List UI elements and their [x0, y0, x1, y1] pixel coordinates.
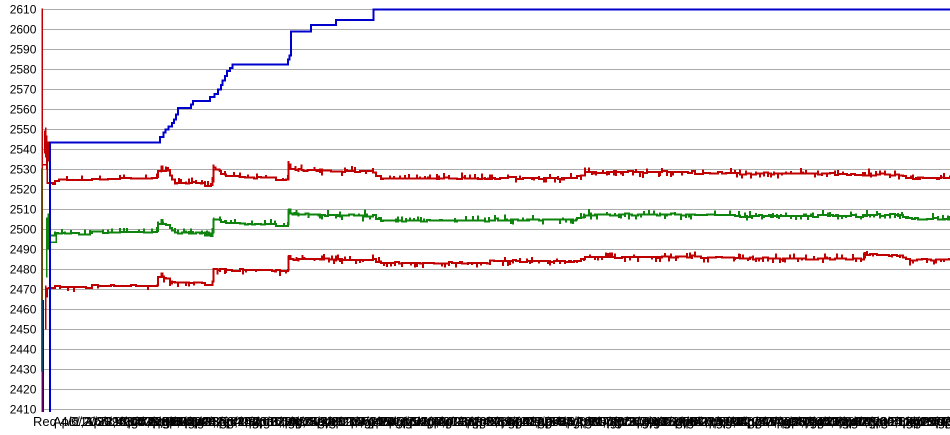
svg-text:Apr5,6/6/205,g35p,: Apr5,6/6/205,g35p, — [119, 414, 230, 429]
svg-text:2550: 2550 — [10, 122, 37, 136]
svg-text:2420: 2420 — [10, 382, 37, 396]
svg-text:Apr9,2/6/207,g13pP: Apr9,2/6/207,g13pP — [367, 414, 483, 429]
svg-text:1/1/2048,12:48gpM: 1/1/2048,12:48gpM — [661, 414, 773, 429]
svg-text:Apr9,1/6/257,g03pM: Apr9,1/6/257,g03pM — [185, 414, 303, 429]
svg-text:2520: 2520 — [10, 182, 37, 196]
svg-text:Apr1,4/6/233,g27pM: Apr1,4/6/233,g27pM — [401, 414, 519, 429]
svg-text:Apr3,5/6/249,g31p4: Apr3,5/6/249,g31p4 — [251, 414, 365, 429]
svg-text:2510: 2510 — [10, 202, 37, 216]
svg-text:6/11/2050,50:50gpt: 6/11/2050,50:50gpt — [887, 414, 950, 429]
svg-text:Apr9,4/6/227,g33pM: Apr9,4/6/227,g33pM — [705, 414, 823, 429]
svg-text:Apr7,2/6/201,g19p,: Apr7,2/6/201,g19p, — [677, 414, 788, 429]
svg-text:Apr9,5/6/237,g43p,: Apr9,5/6/237,g43p, — [867, 414, 950, 429]
svg-text:Apr9,3/6/217,g23p,: Apr9,3/6/217,g23p, — [537, 414, 648, 429]
svg-text:Apr5,8/6/225,g55p,: Apr5,8/6/225,g55p, — [467, 414, 578, 429]
svg-text:3/11/2026,14:26gpM: 3/11/2026,14:26gpM — [69, 414, 187, 429]
svg-text:6/11/2002,38:02gpP: 6/11/2002,38:02gpP — [271, 414, 387, 429]
svg-text:2590: 2590 — [10, 42, 37, 56]
svg-text:8/9/2028,52:28gpM: 8/9/2028,52:28gpM — [309, 414, 421, 429]
svg-text:5/3/2046,34:46gpM: 5/3/2046,34:46gpM — [421, 414, 533, 429]
svg-text:Apr5,9/6/235,g05p,: Apr5,9/6/235,g05p, — [647, 414, 758, 429]
svg-text:8/3/2022,58:22gpM: 8/3/2022,58:22gpM — [629, 414, 741, 429]
svg-text:8/9/2016,4:16gpt: 8/9/2016,4:16gpt — [927, 414, 950, 429]
svg-text:4/7/2030,30:30gpM: 4/7/2030,30:30gpM — [555, 414, 667, 429]
svg-text:2440: 2440 — [10, 342, 37, 356]
svg-text:Apr5,7/6/215,g45pP: Apr5,7/6/215,g45pP — [289, 414, 405, 429]
svg-text:2410: 2410 — [10, 402, 37, 416]
svg-text:4/1/2024,36:24gpt: 4/1/2024,36:24gpt — [851, 414, 950, 429]
svg-text:Apr1,5/6/243,g37pM: Apr1,5/6/243,g37pM — [575, 414, 693, 429]
svg-text:Apr3,4/6/239,g21pM: Apr3,4/6/239,g21pM — [85, 414, 203, 429]
svg-text:Apr7,1/6/251,g09pP: Apr7,1/6/251,g09pP — [507, 414, 623, 429]
svg-text:Apr5,1/6/245,g15p4: Apr5,1/6/245,g15p4 — [803, 414, 917, 429]
svg-text:2490: 2490 — [10, 242, 37, 256]
svg-text:7/7/2018,42:18gp,: 7/7/2018,42:18gp, — [133, 414, 238, 429]
svg-text:Apr3,9/6/229,g11pM: Apr3,9/6/229,g11pM — [941, 414, 950, 429]
svg-text:4/1/2036,24:36gpP: 4/1/2036,24:36gpP — [231, 414, 341, 429]
svg-text:7/1/2012,48:12gpP: 7/1/2012,48:12gpP — [451, 414, 561, 429]
svg-text:Apr1,7/6/203,g57p,: Apr1,7/6/203,g57p, — [907, 414, 950, 429]
svg-text:2570: 2570 — [10, 82, 37, 96]
svg-text:2450: 2450 — [10, 322, 37, 336]
svg-text:2/3/2058,22:58gpP: 2/3/2058,22:58gpP — [819, 414, 929, 429]
svg-text:Apr7,8/6/231,g49p,: Apr7,8/6/231,g49p, — [149, 414, 260, 429]
svg-text:Apr1,3/6/223,g17p4: Apr1,3/6/223,g17p4 — [217, 414, 331, 429]
svg-text:2460: 2460 — [10, 302, 37, 316]
svg-text:Apr7,3/6/211,g29pP: Apr7,3/6/211,g29pP — [837, 414, 950, 429]
svg-text:2600: 2600 — [10, 22, 37, 36]
svg-text:6/5/2056,44:56gpM: 6/5/2056,44:56gpM — [589, 414, 701, 429]
svg-text:Apr3,8/6/219,g01p,: Apr3,8/6/219,g01p, — [773, 414, 884, 429]
svg-text:9/5/2044,56:44gpt: 9/5/2044,56:44gpt — [165, 414, 270, 429]
svg-text:2610: 2610 — [10, 2, 37, 16]
svg-text:5/9/2040,40:40gpM: 5/9/2040,40:40gpM — [723, 414, 835, 429]
svg-text:2470: 2470 — [10, 282, 37, 296]
svg-text:2/9/2004,16:04gpt: 2/9/2004,16:04gpt — [523, 414, 628, 429]
svg-text:Apr3,6/6/259,g41pP: Apr3,6/6/259,g41pP — [437, 414, 553, 429]
svg-text:2540: 2540 — [10, 142, 37, 156]
svg-text:Req 4/6/2021 9:30:05 PM: Req 4/6/2021 9:30:05 PM — [33, 414, 181, 429]
svg-text:Apr1,6/6/253,g47p,: Apr1,6/6/253,g47p, — [739, 414, 850, 429]
svg-text:9/11/2038,2:38gpP: 9/11/2038,2:38gpP — [487, 414, 596, 429]
svg-text:5/9/2052,28:52gpP: 5/9/2052,28:52gpP — [101, 414, 211, 429]
svg-text:7/7/2006,54:06gpM: 7/7/2006,54:06gpM — [755, 414, 867, 429]
svg-text:Apr1,2/6/213,g07p,: Apr1,2/6/213,g07p, — [53, 414, 164, 429]
svg-text:3/11/2014,26:14gpP: 3/11/2014,26:14gpP — [691, 414, 807, 429]
svg-text:2430: 2430 — [10, 362, 37, 376]
svg-text:3/5/2020,20:20gpM: 3/5/2020,20:20gpM — [385, 414, 497, 429]
svg-text:Apr7,9/6/241,g59pP: Apr7,9/6/241,g59pP — [327, 414, 443, 429]
svg-text:2580: 2580 — [10, 62, 37, 76]
svg-text:2480: 2480 — [10, 262, 37, 276]
svg-text:Apr3,7/6/209,g51p4: Apr3,7/6/209,g51p4 — [609, 414, 723, 429]
svg-text:9/5/2032,8:32gpt: 9/5/2032,8:32gpt — [789, 414, 887, 429]
svg-text:2500: 2500 — [10, 222, 37, 236]
svg-text:2/3/2010,10:10gp,: 2/3/2010,10:10gp, — [201, 414, 306, 429]
svg-text:1/7/2054,6:54gpM: 1/7/2054,6:54gpM — [347, 414, 452, 429]
svg-text:2530: 2530 — [10, 162, 37, 176]
svg-text:2560: 2560 — [10, 102, 37, 116]
